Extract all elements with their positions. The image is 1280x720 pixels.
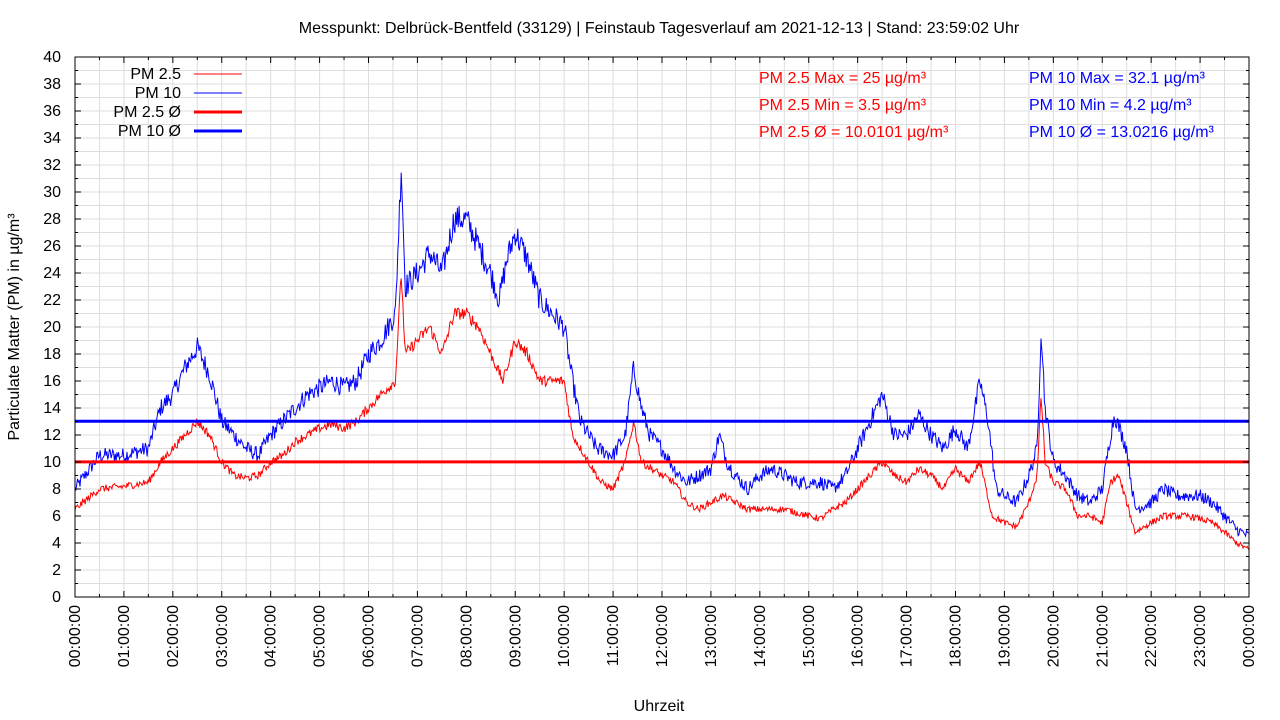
x-tick-label: 17:00:00 bbox=[899, 605, 916, 667]
stat-pm10-avg: PM 10 Ø = 13.0216 µg/m³ bbox=[1029, 124, 1215, 141]
y-tick-label: 12 bbox=[43, 427, 61, 444]
legend: PM 2.5 PM 10 PM 2.5 Ø PM 10 Ø bbox=[113, 66, 242, 140]
y-tick-label: 34 bbox=[43, 130, 61, 147]
y-tick-label: 36 bbox=[43, 103, 61, 120]
x-tick-label: 01:00:00 bbox=[116, 605, 133, 667]
x-axis-label: Uhrzeit bbox=[634, 698, 685, 715]
x-tick-label: 12:00:00 bbox=[654, 605, 671, 667]
x-tick-label: 23:00:00 bbox=[1192, 605, 1209, 667]
x-tick-label: 06:00:00 bbox=[361, 605, 378, 667]
series-line-pm10 bbox=[74, 172, 1250, 538]
x-tick-label: 19:00:00 bbox=[996, 605, 1013, 667]
axis-ticks: 024681012141618202224262830323436384000:… bbox=[43, 49, 1258, 667]
x-tick-label: 15:00:00 bbox=[801, 605, 818, 667]
series-line-pm25 bbox=[74, 278, 1250, 551]
y-tick-label: 4 bbox=[52, 535, 61, 552]
x-tick-label: 04:00:00 bbox=[263, 605, 280, 667]
stats-pm25: PM 2.5 Max = 25 µg/m³ PM 2.5 Min = 3.5 µ… bbox=[759, 70, 949, 141]
y-tick-label: 32 bbox=[43, 157, 61, 174]
x-tick-label: 00:00:00 bbox=[67, 605, 84, 667]
stats-pm10: PM 10 Max = 32.1 µg/m³ PM 10 Min = 4.2 µ… bbox=[1029, 70, 1215, 141]
x-tick-label: 08:00:00 bbox=[458, 605, 475, 667]
x-tick-label: 11:00:00 bbox=[605, 605, 622, 666]
x-tick-label: 18:00:00 bbox=[948, 605, 965, 667]
y-tick-label: 28 bbox=[43, 211, 61, 228]
legend-label-pm10-avg: PM 10 Ø bbox=[118, 123, 181, 140]
x-tick-label: 10:00:00 bbox=[556, 605, 573, 667]
x-tick-label: 22:00:00 bbox=[1143, 605, 1160, 667]
x-tick-label: 09:00:00 bbox=[507, 605, 524, 667]
average-lines bbox=[75, 419, 1249, 464]
stat-pm10-min: PM 10 Min = 4.2 µg/m³ bbox=[1029, 97, 1192, 114]
x-tick-label: 02:00:00 bbox=[165, 605, 182, 667]
y-tick-label: 24 bbox=[43, 265, 61, 282]
stat-pm25-avg: PM 2.5 Ø = 10.0101 µg/m³ bbox=[759, 124, 949, 141]
y-tick-label: 14 bbox=[43, 400, 61, 417]
x-tick-label: 00:00:00 bbox=[1241, 605, 1258, 667]
y-tick-label: 40 bbox=[43, 49, 61, 66]
x-tick-label: 03:00:00 bbox=[214, 605, 231, 667]
y-tick-label: 30 bbox=[43, 184, 61, 201]
stat-pm25-max: PM 2.5 Max = 25 µg/m³ bbox=[759, 70, 927, 87]
y-tick-label: 16 bbox=[43, 373, 61, 390]
legend-label-pm10: PM 10 bbox=[135, 85, 181, 102]
x-tick-label: 05:00:00 bbox=[312, 605, 329, 667]
y-tick-label: 2 bbox=[52, 562, 61, 579]
y-tick-label: 8 bbox=[52, 481, 61, 498]
legend-label-pm25-avg: PM 2.5 Ø bbox=[113, 104, 181, 121]
x-tick-label: 21:00:00 bbox=[1094, 605, 1111, 667]
x-tick-label: 07:00:00 bbox=[409, 605, 426, 667]
x-tick-label: 14:00:00 bbox=[752, 605, 769, 667]
chart-title: Messpunkt: Delbrück-Bentfeld (33129) | F… bbox=[299, 20, 1020, 37]
legend-label-pm25: PM 2.5 bbox=[130, 66, 181, 83]
x-tick-label: 13:00:00 bbox=[703, 605, 720, 667]
y-axis-label: Particulate Matter (PM) in µg/m³ bbox=[6, 213, 23, 441]
y-tick-label: 0 bbox=[52, 589, 61, 606]
x-tick-label: 16:00:00 bbox=[850, 605, 867, 667]
y-tick-label: 6 bbox=[52, 508, 61, 525]
y-tick-label: 20 bbox=[43, 319, 61, 336]
y-tick-label: 38 bbox=[43, 76, 61, 93]
y-tick-label: 10 bbox=[43, 454, 61, 471]
stat-pm25-min: PM 2.5 Min = 3.5 µg/m³ bbox=[759, 97, 927, 114]
y-tick-label: 18 bbox=[43, 346, 61, 363]
y-tick-label: 22 bbox=[43, 292, 61, 309]
stat-pm10-max: PM 10 Max = 32.1 µg/m³ bbox=[1029, 70, 1206, 87]
y-tick-label: 26 bbox=[43, 238, 61, 255]
series-lines bbox=[74, 172, 1250, 551]
x-tick-label: 20:00:00 bbox=[1045, 605, 1062, 667]
